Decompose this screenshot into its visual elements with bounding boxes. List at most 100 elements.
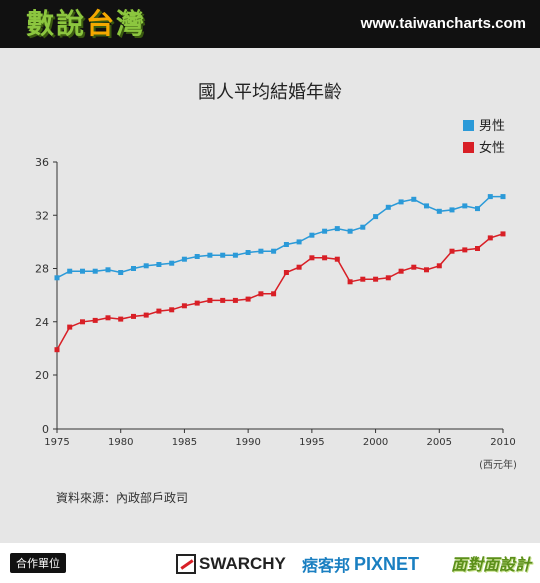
data-point: [54, 347, 60, 353]
data-point: [67, 268, 73, 274]
logo-text-part3: 灣: [116, 7, 147, 40]
data-point: [385, 275, 391, 281]
data-point: [500, 194, 506, 200]
data-point: [105, 267, 111, 273]
sponsor-pixnet-logo[interactable]: 痞客邦 PIXNET: [302, 551, 419, 577]
y-tick-label: 36: [35, 156, 49, 169]
data-point: [449, 207, 455, 213]
data-point: [347, 279, 353, 285]
data-point: [245, 250, 251, 255]
data-point: [105, 315, 111, 321]
data-point: [424, 203, 429, 209]
data-point: [143, 312, 149, 318]
data-point: [322, 255, 328, 261]
logo-text-part2: 台: [86, 7, 117, 40]
data-point: [118, 316, 124, 322]
legend-label: 男性: [479, 119, 505, 134]
data-point: [373, 214, 379, 220]
swarchy-mark-icon: [176, 554, 196, 574]
data-point: [271, 248, 277, 254]
data-point: [131, 313, 136, 319]
data-point: [194, 300, 200, 306]
pixnet-logo-cn-text: 痞客邦: [302, 558, 351, 575]
data-point: [487, 194, 493, 200]
series-line: [56, 233, 504, 351]
data-point: [207, 297, 213, 303]
data-point: [283, 270, 289, 275]
data-point: [271, 291, 277, 297]
site-url-link[interactable]: www.taiwancharts.com: [360, 15, 526, 32]
chart-axes: 0 20 24 28 32 36 1975 1980 1985 1990 1995 2000 2005 2…: [35, 156, 516, 448]
data-point: [169, 260, 175, 266]
x-tick-label: 1985: [172, 437, 197, 448]
y-tick-label: 0: [42, 423, 49, 436]
legend-label: 女性: [479, 140, 505, 156]
data-point: [500, 231, 506, 237]
data-point: [245, 296, 251, 302]
x-tick-label: 1990: [235, 437, 260, 448]
data-point: [207, 252, 213, 258]
data-point: [475, 206, 480, 212]
logo-text-part1: 數說: [26, 7, 87, 40]
x-tick-label: 2000: [363, 437, 388, 448]
x-axis-unit-label: (西元年): [479, 458, 517, 471]
series-male: [54, 194, 506, 281]
data-point: [131, 266, 136, 271]
data-point: [156, 262, 162, 267]
data-point: [80, 268, 85, 274]
legend-swatch: [463, 120, 474, 131]
data-point: [309, 232, 315, 238]
data-point: [80, 319, 85, 325]
data-point: [220, 297, 226, 303]
chart-title: 國人平均結婚年齡: [198, 82, 342, 103]
pixnet-logo-en-text: PIXNET: [354, 553, 420, 574]
data-point: [411, 264, 417, 270]
y-tick-label: 20: [35, 369, 49, 382]
data-point: [296, 264, 302, 270]
x-tick-label: 1975: [44, 437, 69, 448]
data-point: [462, 203, 468, 209]
data-point: [220, 252, 226, 258]
data-point: [92, 317, 98, 323]
header-bar: 數說台灣 www.taiwancharts.com: [0, 0, 540, 48]
chart-panel: 國人平均結婚年齡 男性 女性 0 20 24 28 32 36 1975 1980 1985 199…: [0, 48, 540, 543]
data-point: [156, 308, 162, 314]
x-tick-label: 2005: [427, 437, 452, 448]
sponsor-design-logo[interactable]: 面對面設計: [450, 555, 531, 574]
data-point: [169, 307, 175, 313]
data-point: [347, 228, 353, 234]
data-point: [118, 270, 124, 275]
chart-series-layer: [54, 194, 506, 353]
data-point: [411, 196, 417, 202]
data-point: [398, 199, 404, 205]
data-point: [309, 255, 315, 261]
sponsor-swarchy-logo[interactable]: SWARCHY: [176, 551, 286, 577]
y-tick-label: 32: [35, 209, 49, 222]
site-logo[interactable]: 數說台灣: [26, 4, 146, 44]
data-point: [283, 242, 289, 247]
series-female: [54, 231, 506, 353]
legend-swatch: [463, 142, 474, 153]
data-point: [232, 297, 238, 303]
x-tick-label: 1995: [299, 437, 324, 448]
y-tick-label: 28: [35, 263, 49, 276]
data-point: [424, 267, 429, 273]
data-point: [449, 248, 455, 254]
y-tick-label: 24: [35, 316, 49, 329]
data-point: [462, 247, 468, 253]
data-source-note: 資料來源：內政部戶政司: [56, 491, 189, 505]
data-point: [475, 246, 480, 251]
data-point: [181, 256, 187, 262]
data-point: [194, 254, 200, 259]
data-point: [334, 256, 340, 262]
data-point: [67, 324, 73, 330]
data-point: [398, 268, 404, 274]
data-point: [258, 291, 264, 297]
data-point: [385, 204, 391, 210]
data-point: [54, 275, 60, 281]
data-point: [436, 208, 442, 214]
data-point: [181, 303, 187, 309]
data-point: [487, 235, 493, 241]
data-point: [92, 268, 98, 274]
